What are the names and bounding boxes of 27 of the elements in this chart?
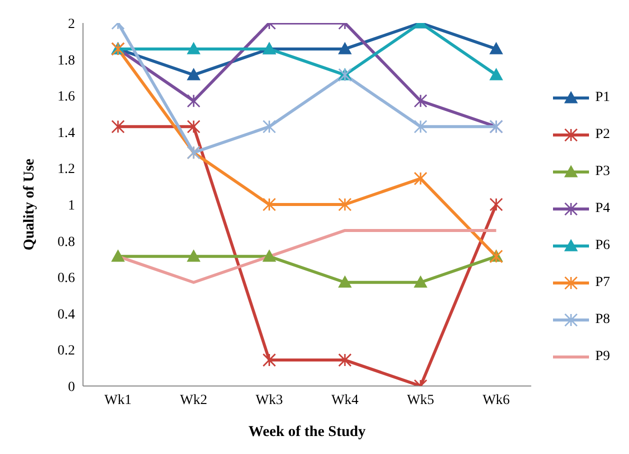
y-tick-label: 0 xyxy=(68,380,75,395)
x-tick-label: Wk4 xyxy=(331,392,359,408)
y-tick-label: 0.4 xyxy=(58,307,75,322)
legend-label: P8 xyxy=(595,312,610,328)
legend-label: P4 xyxy=(595,200,610,216)
x-tick-label: Wk2 xyxy=(180,392,208,408)
x-tick-label: Wk3 xyxy=(256,392,283,408)
y-tick-label: 1.6 xyxy=(58,90,75,105)
y-tick-label: 0.8 xyxy=(58,234,75,250)
y-tick-label: 1 xyxy=(68,198,75,214)
x-tick-label: Wk6 xyxy=(482,392,510,408)
legend-label: P9 xyxy=(595,348,610,364)
y-axis-title: Quality of Use xyxy=(21,158,38,250)
legend-label: P2 xyxy=(595,126,610,142)
legend-label: P7 xyxy=(595,274,610,290)
y-tick-label: 1.4 xyxy=(58,126,75,141)
y-tick-label: 1.2 xyxy=(58,162,75,178)
y-tick-label: 2 xyxy=(68,16,75,32)
y-tick-label: 0.2 xyxy=(58,344,75,359)
y-tick-label: 1.8 xyxy=(58,53,75,68)
x-tick-label: Wk5 xyxy=(406,392,434,408)
legend-label: P6 xyxy=(595,238,610,254)
legend-label: P1 xyxy=(595,90,610,106)
legend-label: P3 xyxy=(595,164,610,180)
x-axis-title: Week of the Study xyxy=(248,424,366,440)
y-tick-label: 0.6 xyxy=(58,271,75,286)
x-tick-label: Wk1 xyxy=(104,392,132,408)
